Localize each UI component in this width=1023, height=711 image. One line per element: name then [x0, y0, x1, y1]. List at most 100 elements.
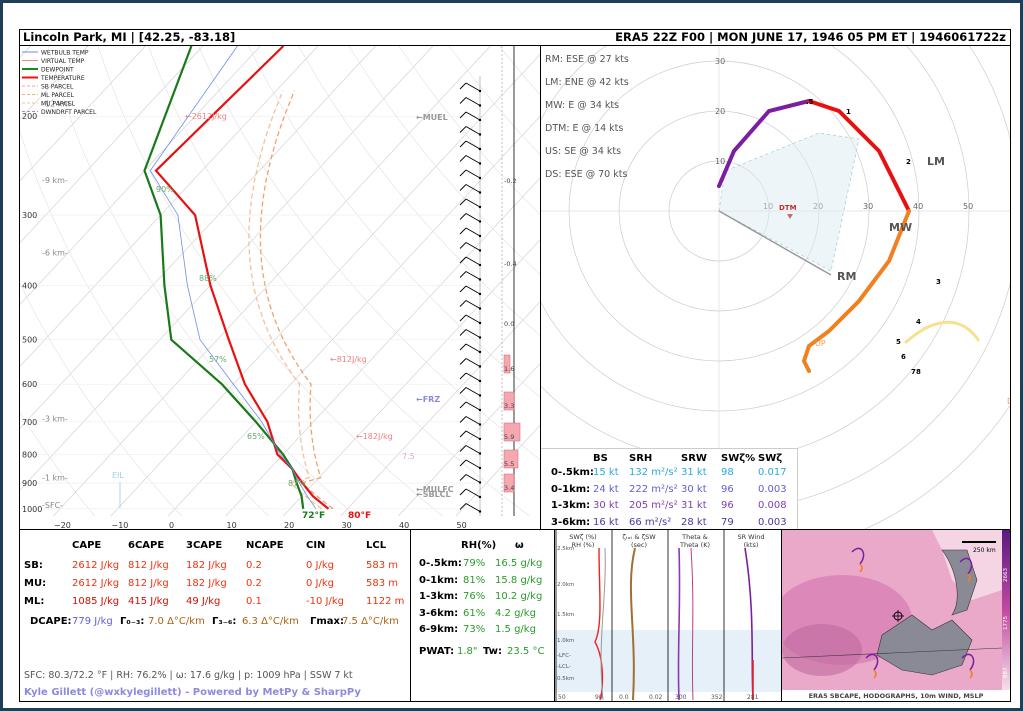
kin-cell: 30 kt — [593, 500, 619, 511]
lm-marker: LM — [927, 155, 945, 168]
storm-motion-line: MW: E @ 34 kts — [545, 100, 620, 111]
rh-profile — [600, 547, 606, 701]
isotherm-line — [20, 46, 146, 182]
wind-barb-staff — [465, 184, 481, 193]
wind-barb-dot — [478, 379, 482, 383]
rm-vector — [718, 210, 832, 276]
hodo-ring-label-y: 20 — [715, 107, 725, 116]
wind-barb-staff — [465, 358, 481, 367]
thermo-cell: 1085 J/kg — [72, 596, 120, 607]
lake-erie — [876, 614, 973, 676]
profile-title: Theta (K) — [679, 541, 710, 549]
storm-motion-line: DTM: E @ 14 kts — [545, 123, 624, 134]
isotherm-line — [168, 115, 540, 517]
legend-label: WETBULB TEMP — [41, 50, 89, 57]
wind-barb-flag — [459, 256, 467, 264]
skewt-annotation: 7.5 — [402, 452, 415, 461]
legend-label: DWNDRFT PARCEL — [41, 109, 97, 116]
wind-barb-dot — [478, 162, 482, 165]
legend-label: VIRTUAL TEMP — [41, 58, 85, 65]
wind-barb-flag — [459, 126, 467, 133]
wind-barb-staff — [465, 271, 481, 280]
profile-title: (sec) — [631, 541, 647, 549]
isotherm-line — [283, 239, 540, 517]
temp-tick-label: 0 — [169, 521, 174, 529]
wind-barb-staff — [465, 459, 481, 469]
wind-barb-flag — [459, 488, 467, 496]
omega-label: 3.3 — [504, 402, 514, 410]
isotherm-line — [53, 46, 491, 517]
title-bar: Lincoln Park, MI | [42.25, -83.18] ERA5 … — [19, 29, 1011, 46]
pressure-tick-label: 700 — [22, 418, 37, 427]
kin-header: SRW — [681, 453, 707, 464]
lapse-rate-item: 7.5 Δ°C/km — [342, 616, 399, 627]
hodo-height-number: 7 — [911, 368, 916, 376]
thetae-profile — [690, 547, 694, 701]
cape-max — [782, 624, 862, 676]
sbcape-map: 250 km 2663 1775 887 ERA5 SBCAPE, HODOGRAPHS… — [782, 530, 1010, 701]
legend-label: ML PARCEL — [41, 92, 75, 99]
thermo-cell: 583 m — [366, 578, 399, 589]
height-label: -9 km- — [42, 176, 68, 185]
thermo-cell: 0.2 — [246, 578, 262, 589]
kin-cell: 205 m²/s² — [629, 500, 678, 511]
kin-header: SWζ — [758, 453, 783, 464]
dry-adiabat — [448, 46, 540, 155]
sfc-temp-label: 80°F — [348, 511, 371, 521]
wind-barb-staff — [465, 314, 481, 324]
skewt-annotation: ←812J/kg — [330, 355, 367, 364]
wind-barb-staff — [465, 387, 481, 396]
wind-barb-flag — [459, 459, 467, 467]
pressure-tick-label: 900 — [22, 479, 37, 488]
dry-adiabat — [248, 46, 540, 398]
isotherm-line — [20, 46, 204, 244]
wind-barb-staff — [465, 140, 481, 150]
updraft-label: UP — [815, 339, 826, 348]
inflow-shading — [718, 132, 860, 272]
moisture-cell: 79% — [463, 558, 486, 569]
wind-barb-staff — [465, 416, 481, 425]
pressure-tick-label: 1000 — [22, 505, 42, 514]
kin-cell: 66 m²/s² — [629, 516, 672, 528]
profile-title: SWζ (%) — [569, 533, 596, 541]
temp-tick-label: 10 — [227, 521, 237, 529]
sfc-summary: SFC: 80.3/72.2 °F | RH: 76.2% | ω: 17.6 … — [24, 670, 353, 681]
moisture-cell: 76% — [463, 591, 486, 602]
wind-barb-staff — [465, 126, 481, 135]
hodo-height-number: 6 — [901, 353, 906, 361]
kin-cell: 30 kt — [681, 483, 707, 495]
moisture-cell: 73% — [463, 624, 486, 635]
temp-tick-label: 20 — [284, 521, 294, 529]
isotherm-line — [20, 46, 319, 367]
mini-hodograph-low — [967, 573, 971, 583]
wind-barb-dot — [478, 220, 482, 223]
wind-barb-staff — [465, 227, 481, 237]
wind-barb-dot — [478, 205, 482, 209]
pwat-item: Tw: — [483, 646, 502, 657]
omega-label: 0.0 — [504, 320, 514, 328]
colorbar-label: 1775 — [1003, 616, 1009, 630]
wind-barb-dot — [478, 452, 482, 455]
isotherm-line — [20, 46, 261, 305]
dry-adiabat — [97, 46, 443, 517]
temperature-trace — [154, 46, 330, 510]
hodo-height-number: 1 — [846, 108, 851, 116]
isotherm-line — [398, 363, 540, 517]
wind-barb-flag — [459, 416, 467, 423]
wind-barb-staff — [465, 503, 481, 512]
colorbar-label: 2663 — [1003, 568, 1009, 582]
wind-barb-staff — [465, 474, 481, 483]
wind-barb-dot — [478, 292, 482, 296]
wind-barb-flag — [459, 445, 467, 452]
wind-barb-flag — [459, 474, 467, 481]
profiles-panel: SWζ (%) RH (%) ζₜₒₜ & ζSW (sec) Theta & Theta… — [554, 529, 782, 702]
wind-barb-dot — [478, 365, 482, 368]
wind-barb-flag — [459, 140, 467, 148]
wind-barb-staff — [465, 256, 481, 266]
hodo-height-number: 4 — [916, 318, 921, 326]
legend-label: MU PARCEL — [41, 101, 76, 108]
mini-hodograph — [959, 557, 973, 575]
wind-barb-flag — [459, 503, 467, 510]
theta-profile — [677, 547, 681, 701]
kin-header: SRH — [629, 453, 653, 464]
